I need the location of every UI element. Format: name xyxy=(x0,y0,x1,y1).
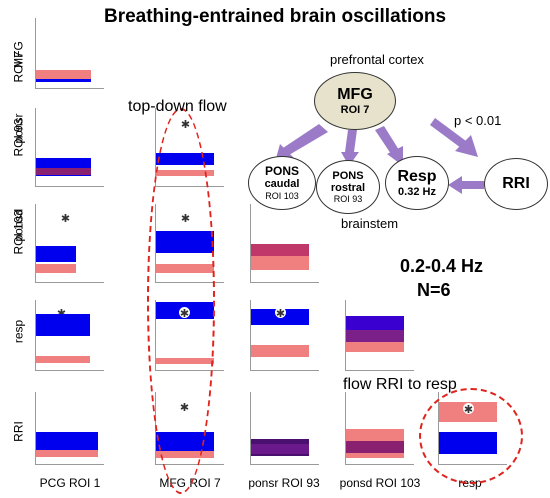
node-pons-caudal: PONS caudal ROI 103 xyxy=(248,156,316,210)
panel-rri-ponsr xyxy=(250,392,319,465)
panel-rri-ponsd xyxy=(345,392,414,465)
bar-pink xyxy=(346,453,404,458)
panel-ponsr-pcg xyxy=(35,108,104,187)
col-label-ponsd: ponsd ROI 103 xyxy=(339,476,421,490)
node-rri: RRI xyxy=(484,158,548,210)
col-label-ponsr: ponsr ROI 93 xyxy=(248,476,320,490)
bar-overlap xyxy=(346,330,404,342)
bar-pink xyxy=(346,342,404,352)
prefrontal-cortex-label: prefrontal cortex xyxy=(330,52,424,67)
bar-pink xyxy=(346,429,404,441)
bar-blue xyxy=(346,316,404,330)
significance-star: ✱ xyxy=(60,212,71,225)
arrow-mfg-to-rri xyxy=(430,118,478,157)
flow-rri-resp-label: flow RRI to resp xyxy=(343,376,457,393)
bar-overlap xyxy=(251,244,309,256)
bar-pink xyxy=(251,345,309,357)
significance-star: ✱ xyxy=(56,307,67,320)
panel-mfg-pcg xyxy=(35,18,104,89)
col-label-pcg: PCG ROI 1 xyxy=(39,476,101,490)
brainstem-label: brainstem xyxy=(341,216,399,231)
figure-title: Breathing-entrained brain oscillations xyxy=(103,6,447,27)
panel-ponsd-ponsr xyxy=(250,204,319,283)
panel-resp-ponsr: ✱ xyxy=(250,300,319,371)
node-pons-rostral: PONS rostral ROI 93 xyxy=(316,160,380,214)
bar-pink xyxy=(36,264,76,273)
bar-pink xyxy=(36,450,98,457)
arrow-mfg-to-pons-rostral xyxy=(341,130,359,166)
bar-overlap xyxy=(346,441,404,453)
rri-resp-highlight xyxy=(419,388,523,484)
n-label: N=6 xyxy=(417,280,451,300)
top-down-flow-label: top-down flow xyxy=(128,98,227,115)
arrow-rri-to-resp xyxy=(448,176,484,194)
panel-rri-pcg xyxy=(35,392,104,465)
bar-blue xyxy=(36,314,90,336)
bar-pink xyxy=(36,356,90,363)
top-down-flow-highlight xyxy=(147,108,215,494)
frequency-label: 0.2-0.4 Hz xyxy=(400,256,484,276)
bar-overlap xyxy=(251,444,309,454)
node-resp: Resp 0.32 Hz xyxy=(385,156,449,210)
bar-pink xyxy=(251,258,309,270)
panel-ponsd-pcg: ✱ xyxy=(35,204,104,283)
significance-star: ✱ xyxy=(275,307,286,320)
bar-pink xyxy=(36,70,91,79)
panel-resp-ponsd xyxy=(345,300,414,371)
panel-resp-pcg: ✱ xyxy=(35,300,104,371)
p-value-label: p < 0.01 xyxy=(454,113,502,128)
bar-blue xyxy=(36,246,76,262)
node-mfg: MFG ROI 7 xyxy=(314,72,396,130)
bar-overlap xyxy=(36,168,91,175)
